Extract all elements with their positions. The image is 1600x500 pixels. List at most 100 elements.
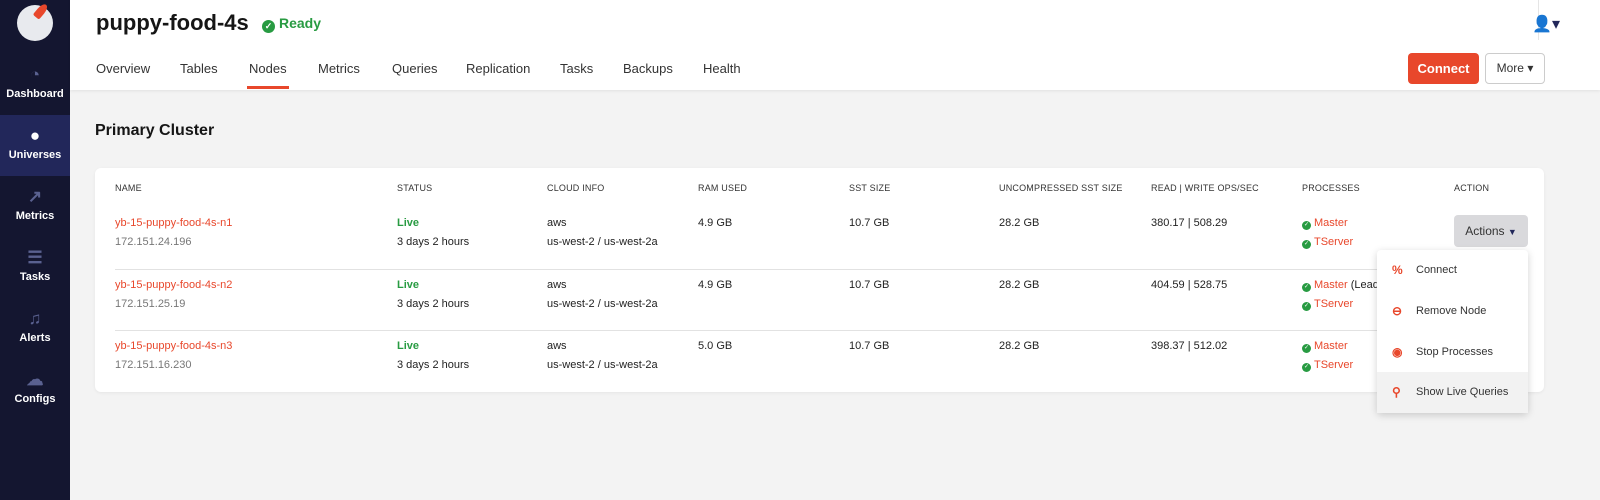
check-circle-icon: ✓: [262, 20, 275, 33]
sst-size: 10.7 GB: [849, 340, 890, 352]
tab-queries[interactable]: Queries: [392, 61, 438, 76]
tab-nodes[interactable]: Nodes: [247, 61, 289, 89]
check-circle-icon: ✓: [1302, 363, 1311, 372]
column-header: NAME: [115, 183, 142, 193]
process-tserver[interactable]: ✓ TServer: [1302, 298, 1353, 311]
column-header: RAM USED: [698, 183, 748, 193]
actions-button[interactable]: Actions ▼: [1454, 215, 1528, 247]
node-status: Live: [397, 217, 420, 229]
sidebar-item-alerts[interactable]: ♫ Alerts: [0, 298, 70, 359]
menu-item-connect[interactable]: % Connect: [1377, 250, 1528, 291]
ram-used: 4.9 GB: [698, 279, 733, 291]
tab-overview[interactable]: Overview: [96, 61, 151, 76]
menu-item-show-live-queries[interactable]: ⚲ Show Live Queries: [1377, 372, 1528, 413]
read-write-ops: 380.17 | 508.29: [1151, 217, 1228, 229]
bell-icon: ♫: [28, 309, 42, 328]
cloud-region: us-west-2 / us-west-2a: [547, 298, 658, 310]
menu-label: Show Live Queries: [1416, 386, 1509, 398]
sidebar-label: Universes: [8, 149, 62, 161]
search-icon: ⚲: [1392, 385, 1401, 399]
sst-size: 10.7 GB: [849, 217, 890, 229]
tab-backups[interactable]: Backups: [623, 61, 673, 76]
tserver-link[interactable]: TServer: [1314, 236, 1354, 248]
logo[interactable]: [17, 5, 53, 41]
check-circle-icon: ✓: [1302, 344, 1311, 353]
cloud-provider: aws: [547, 217, 567, 229]
list-icon: ☰: [27, 248, 43, 267]
nodes-table: NAME STATUS CLOUD INFO RAM USED SST SIZE…: [95, 168, 1544, 392]
node-uptime: 3 days 2 hours: [397, 236, 470, 248]
read-write-ops: 404.59 | 528.75: [1151, 279, 1228, 291]
column-header: ACTION: [1454, 183, 1490, 193]
actions-label: Actions: [1465, 224, 1505, 238]
sidebar-item-tasks[interactable]: ☰ Tasks: [0, 237, 70, 298]
more-button[interactable]: More ▾: [1485, 53, 1545, 84]
tserver-link[interactable]: TServer: [1314, 298, 1354, 310]
column-header: UNCOMPRESSED SST SIZE: [999, 183, 1123, 193]
tab-tasks[interactable]: Tasks: [560, 61, 594, 76]
tab-tables[interactable]: Tables: [180, 61, 218, 76]
column-header: STATUS: [397, 183, 433, 193]
node-name-link[interactable]: yb-15-puppy-food-4s-n3: [115, 340, 233, 352]
cloud-upload-icon: ☁: [26, 370, 44, 389]
connect-button[interactable]: Connect: [1408, 53, 1479, 84]
tab-metrics[interactable]: Metrics: [318, 61, 360, 76]
master-link[interactable]: Master: [1314, 340, 1348, 352]
process-master[interactable]: ✓ Master: [1302, 217, 1348, 230]
more-label: More: [1496, 61, 1524, 75]
tab-health[interactable]: Health: [703, 61, 741, 76]
menu-item-remove-node[interactable]: ⊖ Remove Node: [1377, 291, 1528, 332]
process-tserver[interactable]: ✓ TServer: [1302, 359, 1353, 372]
process-master[interactable]: ✓ Master (Lead: [1302, 279, 1379, 292]
process-tserver[interactable]: ✓ TServer: [1302, 236, 1353, 249]
header: puppy-food-4s ✓ Ready 👤▾ Overview Tables …: [70, 0, 1600, 90]
check-circle-icon: ✓: [1302, 302, 1311, 311]
node-ip: 172.151.24.196: [115, 236, 192, 248]
menu-item-stop-processes[interactable]: ◉ Stop Processes: [1377, 332, 1528, 373]
table-row: yb-15-puppy-food-4s-n2 172.151.25.19 Live 3…: [115, 269, 1524, 330]
menu-label: Remove Node: [1416, 305, 1487, 317]
stop-circle-icon: ◉: [1392, 345, 1403, 359]
tserver-link[interactable]: TServer: [1314, 359, 1354, 371]
table-row: yb-15-puppy-food-4s-n3 172.151.16.230 Live…: [115, 330, 1524, 391]
caret-down-icon: ▼: [1507, 227, 1517, 237]
sidebar-label: Alerts: [19, 332, 51, 344]
sidebar-item-universes[interactable]: ● Universes: [0, 115, 70, 176]
menu-label: Connect: [1416, 264, 1457, 276]
gauge-icon: ◔: [29, 65, 41, 84]
tab-replication[interactable]: Replication: [466, 61, 531, 76]
master-note: (Lead: [1350, 279, 1379, 291]
sidebar: ◔ Dashboard ● Universes ↗ Metrics ☰ Tasks ♫ A…: [0, 0, 70, 500]
column-header: READ | WRITE OPS/SEC: [1151, 183, 1259, 193]
node-status: Live: [397, 279, 420, 291]
sidebar-item-dashboard[interactable]: ◔ Dashboard: [0, 54, 70, 115]
node-ip: 172.151.25.19: [115, 298, 186, 310]
chart-icon: ↗: [27, 187, 43, 206]
user-menu-icon[interactable]: 👤▾: [1532, 16, 1560, 33]
cloud-provider: aws: [547, 340, 567, 352]
node-name-link[interactable]: yb-15-puppy-food-4s-n2: [115, 279, 233, 291]
cloud-region: us-west-2 / us-west-2a: [547, 236, 658, 248]
uncompressed-sst-size: 28.2 GB: [999, 340, 1040, 352]
sidebar-item-metrics[interactable]: ↗ Metrics: [0, 176, 70, 237]
link-icon: %: [1392, 263, 1403, 277]
ram-used: 4.9 GB: [698, 217, 733, 229]
globe-icon: ●: [29, 126, 41, 145]
status-text: Ready: [279, 15, 322, 31]
process-master[interactable]: ✓ Master: [1302, 340, 1348, 353]
sidebar-label: Configs: [14, 393, 56, 405]
uncompressed-sst-size: 28.2 GB: [999, 279, 1040, 291]
sidebar-label: Tasks: [19, 271, 51, 283]
uncompressed-sst-size: 28.2 GB: [999, 217, 1040, 229]
node-name-link[interactable]: yb-15-puppy-food-4s-n1: [115, 217, 233, 229]
sidebar-label: Metrics: [15, 210, 55, 222]
master-link[interactable]: Master: [1314, 279, 1348, 291]
master-link[interactable]: Master: [1314, 217, 1348, 229]
status-badge: ✓ Ready: [262, 15, 321, 33]
node-uptime: 3 days 2 hours: [397, 359, 470, 371]
ram-used: 5.0 GB: [698, 340, 733, 352]
cloud-provider: aws: [547, 279, 567, 291]
sst-size: 10.7 GB: [849, 279, 890, 291]
page-title: puppy-food-4s: [96, 10, 249, 35]
sidebar-item-configs[interactable]: ☁ Configs: [0, 359, 70, 420]
